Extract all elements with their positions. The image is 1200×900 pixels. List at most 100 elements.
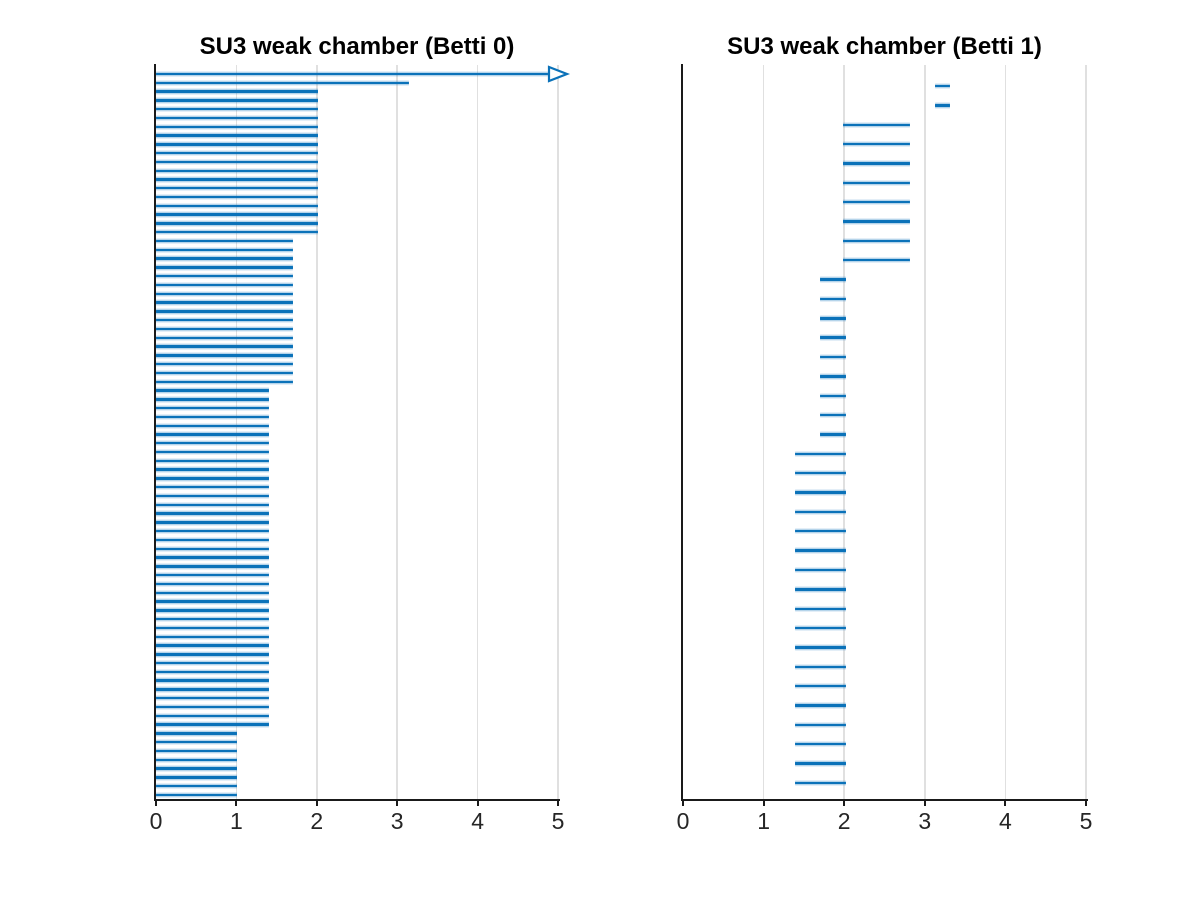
persistence-bar (156, 626, 270, 630)
persistence-bar (156, 459, 270, 463)
persistence-bar (156, 468, 270, 471)
persistence-bar (156, 679, 270, 682)
persistence-bar (156, 565, 270, 568)
persistence-bar (156, 107, 319, 111)
persistence-bar (795, 781, 846, 785)
persistence-bar (795, 452, 846, 456)
persistence-bar (820, 278, 846, 281)
persistence-bar (820, 336, 846, 339)
x-tick (396, 799, 399, 806)
persistence-bar (156, 697, 270, 700)
persistence-bar (843, 259, 911, 262)
x-tick (762, 799, 765, 806)
x-tick (923, 799, 926, 806)
persistence-bar (156, 688, 270, 691)
persistence-bar (156, 635, 270, 638)
persistence-bar (843, 181, 911, 184)
persistence-bar (156, 521, 270, 524)
persistence-bar (156, 345, 294, 348)
persistence-bar (795, 723, 846, 727)
persistence-bar (795, 646, 846, 649)
x-tick-label: 2 (837, 808, 851, 834)
persistence-bar (156, 283, 294, 287)
persistence-bar (156, 231, 319, 234)
persistence-bar (156, 749, 238, 753)
persistence-bar (156, 151, 319, 155)
x-tick-label: 0 (676, 808, 690, 834)
persistence-bar (156, 266, 294, 269)
persistence-bar (935, 84, 950, 88)
persistence-bar (156, 380, 294, 383)
chart-title: SU3 weak chamber (Betti 1) (727, 33, 1042, 60)
persistence-bar (156, 125, 319, 128)
persistence-bar (156, 310, 294, 313)
persistence-bar (156, 723, 270, 726)
persistence-bar (820, 297, 846, 301)
persistence-bar (156, 292, 294, 295)
persistence-bar (156, 433, 270, 436)
persistence-bar (156, 239, 294, 243)
persistence-bar (156, 617, 270, 621)
persistence-bar (795, 472, 846, 475)
persistence-bar (795, 530, 846, 533)
persistence-bar (156, 99, 319, 102)
x-tick (1084, 799, 1088, 806)
persistence-bar (156, 442, 270, 445)
persistence-bar (795, 626, 846, 630)
persistence-bar (935, 104, 950, 107)
x-tick (1004, 799, 1007, 806)
persistence-bar (156, 732, 238, 735)
persistence-bar (795, 607, 846, 610)
persistence-bar (156, 670, 270, 674)
persistence-bar (843, 123, 911, 126)
persistence-bar (795, 549, 846, 552)
persistence-bar (156, 477, 270, 480)
persistence-bar (156, 406, 270, 410)
persistence-bar (820, 375, 846, 378)
persistence-bar (156, 187, 319, 190)
x-tick-label: 4 (998, 808, 1012, 834)
persistence-bar (156, 143, 319, 146)
x-tick-label: 1 (229, 808, 243, 834)
persistence-bar (156, 785, 238, 788)
persistence-bar (843, 142, 911, 146)
x-tick-label: 2 (310, 808, 324, 834)
persistence-bar (156, 72, 548, 76)
persistence-bar (795, 665, 846, 669)
persistence-bar (843, 162, 911, 165)
gridline (924, 65, 926, 799)
persistence-bar (156, 134, 319, 137)
persistence-bar (820, 413, 846, 417)
persistence-bar (156, 758, 238, 762)
persistence-bar (156, 556, 270, 559)
x-tick (556, 799, 560, 806)
persistence-bar (156, 494, 270, 498)
persistence-bar (156, 81, 410, 84)
persistence-bar (156, 547, 270, 550)
x-tick-label: 1 (757, 808, 770, 834)
persistence-bar (843, 220, 911, 223)
persistence-bar (156, 398, 270, 401)
x-tick-label: 5 (1079, 808, 1093, 834)
y-axis-spine (680, 64, 683, 801)
persistence-bar (156, 213, 319, 216)
persistence-bar (156, 389, 270, 392)
persistence-bar (820, 394, 846, 397)
persistence-bar (156, 336, 294, 339)
gridline (476, 65, 479, 799)
persistence-bar (795, 684, 846, 688)
y-axis-spine (153, 64, 156, 801)
persistence-bar (795, 510, 846, 514)
persistence-bar (156, 415, 270, 419)
persistence-bar (820, 355, 846, 359)
gridline (235, 65, 238, 799)
persistence-bar (156, 609, 270, 612)
x-tick (235, 799, 238, 806)
x-tick (681, 799, 685, 806)
persistence-bar (156, 503, 270, 507)
persistence-bar (820, 317, 846, 320)
persistence-bar (156, 450, 270, 454)
persistence-bar (156, 275, 294, 278)
plot-area: 0 1 2 3 4 5 (150, 64, 571, 834)
